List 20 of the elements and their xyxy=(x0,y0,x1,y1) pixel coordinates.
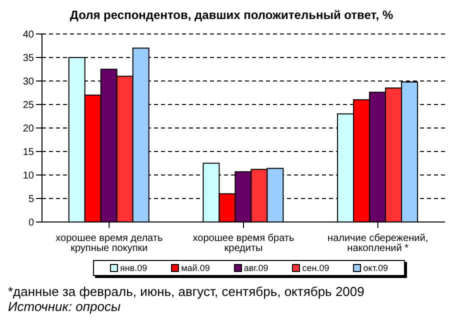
y-tick-label: 35 xyxy=(22,53,34,64)
y-tick-label: 30 xyxy=(22,76,34,88)
legend-label: авг.09 xyxy=(242,263,268,273)
text: Источник: опросы xyxy=(8,299,122,314)
y-tick-label: 10 xyxy=(22,170,34,182)
y-tick-label: 25 xyxy=(22,100,34,112)
legend-label: сен.09 xyxy=(301,263,330,273)
y-tick-label: 40 xyxy=(22,30,34,41)
x-tick-label: хорошее время брать кредиты xyxy=(192,233,294,254)
legend-label: янв.09 xyxy=(118,263,148,273)
text: *данные за февраль, июнь, август, сентябрь, октябрь 2009 xyxy=(8,284,366,299)
legend-label: май.09 xyxy=(180,263,210,273)
x-tick-label: хорошее время делать крупные покупки xyxy=(56,233,163,254)
x-tick-label: наличие сбережений, накоплений * xyxy=(328,233,428,254)
chart-title: Доля респондентов, давших положительный ответ, % xyxy=(68,8,394,24)
y-tick-label: 5 xyxy=(28,194,34,206)
y-tick-label: 15 xyxy=(22,147,34,158)
y-tick-label: 20 xyxy=(22,124,34,135)
legend-label: окт.09 xyxy=(362,263,388,273)
y-tick-label: 0 xyxy=(28,218,34,229)
